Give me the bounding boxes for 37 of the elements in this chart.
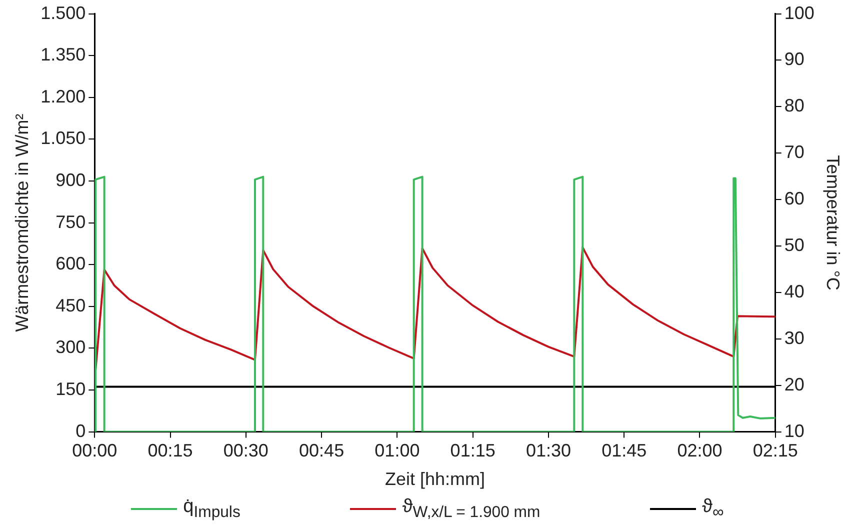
y2-tick-label: 20 [784,374,804,394]
x-axis-title: Zeit [hh:mm] [384,469,486,490]
y-tick-label: 300 [56,337,86,358]
y2-tick-label: 80 [784,96,804,116]
y2-tick-label: 90 [784,49,804,70]
x-tick-label: 01:00 [374,440,420,461]
x-tick-label: 00:45 [299,440,344,461]
y2-tick-label: 60 [784,188,804,209]
y-tick-label: 0 [76,420,86,441]
x-tick-label: 02:15 [752,440,798,461]
legend-label: q̇$_{Impuls}$ [183,496,240,522]
y-tick-label: 150 [56,378,86,399]
legend-label: ϑ$_{∞}$ [702,496,724,522]
y2-tick-label: 100 [784,2,814,23]
y-tick-label: 1.500 [40,2,86,23]
y-tick-label: 1.200 [40,86,86,106]
legend-label: ϑ$_{W,x/L = 1.900 mm}$ [402,496,540,522]
y2-tick-label: 50 [784,234,804,255]
y-tick-label: 1.350 [40,44,86,65]
y2-axis-title: Temperatur in °C [823,155,844,290]
y2-tick-label: 40 [784,281,804,302]
y-tick-label: 450 [56,295,86,316]
y2-tick-label: 30 [784,328,804,348]
y-tick-label: 750 [56,212,86,232]
y2-tick-label: 10 [784,420,804,441]
x-tick-label: 01:45 [602,440,647,461]
x-tick-label: 01:30 [526,440,571,461]
x-tick-label: 01:15 [450,440,496,461]
y-tick-label: 900 [56,170,86,190]
y-tick-label: 600 [56,254,86,274]
y-axis-title: Wärmestromdichte in W/m² [12,114,32,332]
x-tick-label: 00:15 [148,440,193,461]
x-tick-label: 00:00 [72,440,118,461]
y-tick-label: 1.050 [40,128,86,148]
y2-tick-label: 70 [784,142,804,162]
x-tick-label: 02:00 [677,440,722,461]
x-tick-label: 00:30 [223,440,268,461]
